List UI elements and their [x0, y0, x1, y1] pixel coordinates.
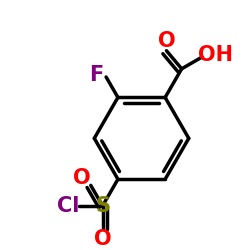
- Text: Cl: Cl: [57, 196, 80, 216]
- Text: O: O: [94, 229, 112, 249]
- Text: S: S: [95, 196, 110, 216]
- Text: OH: OH: [198, 45, 232, 65]
- Text: F: F: [90, 65, 104, 85]
- Text: O: O: [72, 168, 90, 188]
- Text: O: O: [158, 31, 175, 51]
